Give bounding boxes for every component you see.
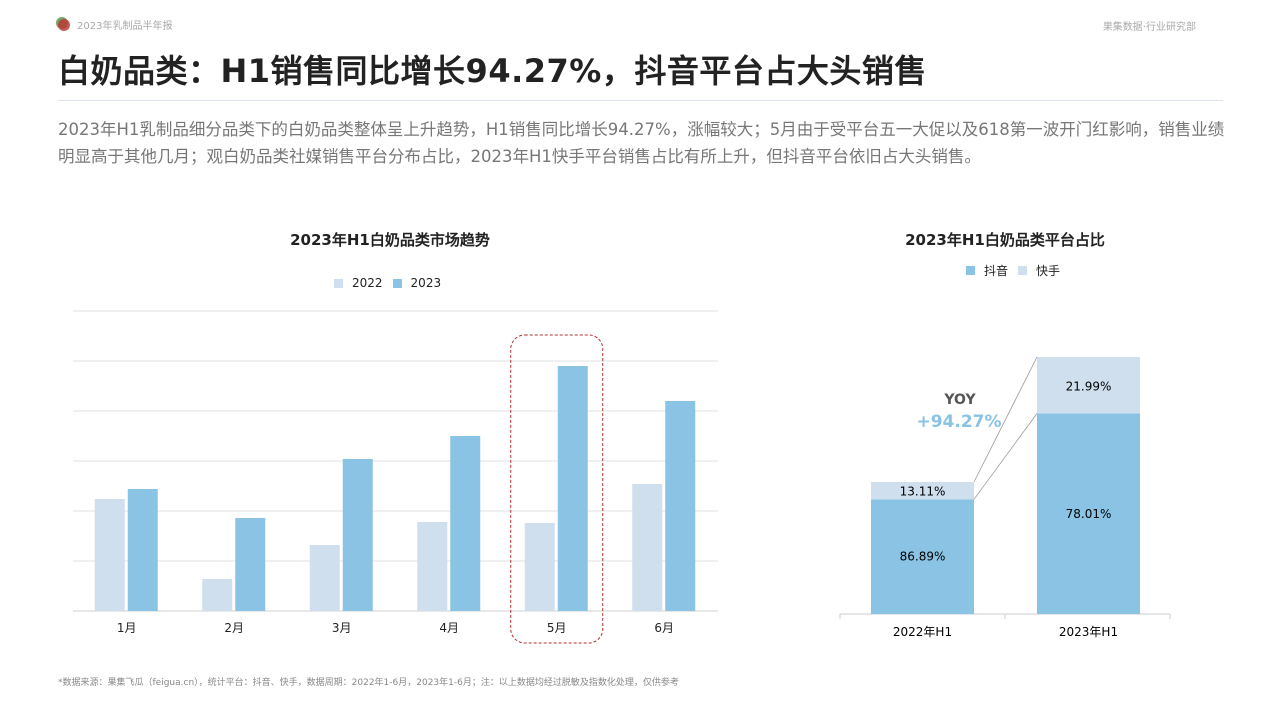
data-label: 21.99% [1066, 379, 1112, 393]
connector-line [973, 413, 1038, 500]
x-tick-label: 4月 [439, 621, 459, 635]
trend-chart-title: 2023年H1白奶品类市场趋势 [290, 231, 490, 249]
footnote: *数据来源：果集飞瓜（feigua.cn），统计平台：抖音、快手，数据周期：20… [58, 678, 679, 688]
yoy-label: YOY [943, 392, 976, 408]
legend-2022: 2022 [352, 276, 383, 290]
x-tick-label: 2月 [224, 621, 244, 635]
x-tick-label: 2023年H1 [1059, 625, 1118, 639]
legend-swatch-douyin [966, 266, 975, 275]
trend-legend: 2022 2023 [334, 276, 441, 290]
logo-icon [56, 17, 70, 31]
bar-2022-2月 [202, 579, 233, 611]
share-chart-title: 2023年H1白奶品类平台占比 [905, 231, 1105, 249]
x-tick-label: 6月 [654, 621, 674, 635]
bar-kuaishou-2023年H1 [1037, 357, 1140, 414]
bar-douyin-2023年H1 [1037, 413, 1140, 614]
bar-2023-5月 [557, 366, 588, 611]
report-name: 2023年乳制品半年报 [77, 21, 173, 32]
bar-kuaishou-2022年H1 [871, 482, 974, 500]
x-tick-label: 1月 [117, 621, 137, 635]
legend-douyin: 抖音 [984, 264, 1009, 278]
x-tick-label: 5月 [547, 621, 567, 635]
highlight-box [510, 334, 604, 644]
legend-swatch-2022 [334, 278, 343, 288]
legend-2023: 2023 [410, 276, 442, 290]
x-tick-label: 2022年H1 [893, 625, 952, 639]
legend-kuaishou: 快手 [1036, 264, 1061, 278]
page-title: 白奶品类：H1销售同比增长94.27%，抖音平台占大头销售 [58, 52, 927, 90]
divider [58, 100, 1223, 101]
x-tick-label: 3月 [332, 621, 352, 635]
legend-swatch-kuaishou [1018, 266, 1028, 275]
description: 2023年H1乳制品细分品类下的白奶品类整体呈上升趋势，H1销售同比增长94.2… [58, 120, 1225, 166]
bar-2023-1月 [127, 489, 158, 611]
bar-2023-2月 [235, 518, 266, 611]
bar-2022-6月 [632, 484, 663, 611]
bar-2022-3月 [309, 545, 340, 611]
bar-2023-4月 [450, 436, 481, 611]
bar-2022-5月 [524, 523, 555, 611]
legend-swatch-2023 [392, 278, 402, 288]
bar-2022-1月 [94, 499, 125, 611]
header-source: 果集数据·行业研究部 [1102, 22, 1196, 33]
bar-2022-4月 [417, 522, 448, 611]
bar-2023-6月 [665, 401, 696, 611]
bar-2023-3月 [342, 459, 373, 611]
data-label: 86.89% [900, 550, 946, 564]
share-legend: 抖音 快手 [966, 262, 1060, 279]
data-label: 78.01% [1066, 507, 1112, 521]
bar-douyin-2022年H1 [871, 499, 974, 614]
connector-line [973, 356, 1038, 483]
data-label: 13.11% [900, 485, 946, 499]
yoy-value: +94.27% [916, 412, 1001, 432]
